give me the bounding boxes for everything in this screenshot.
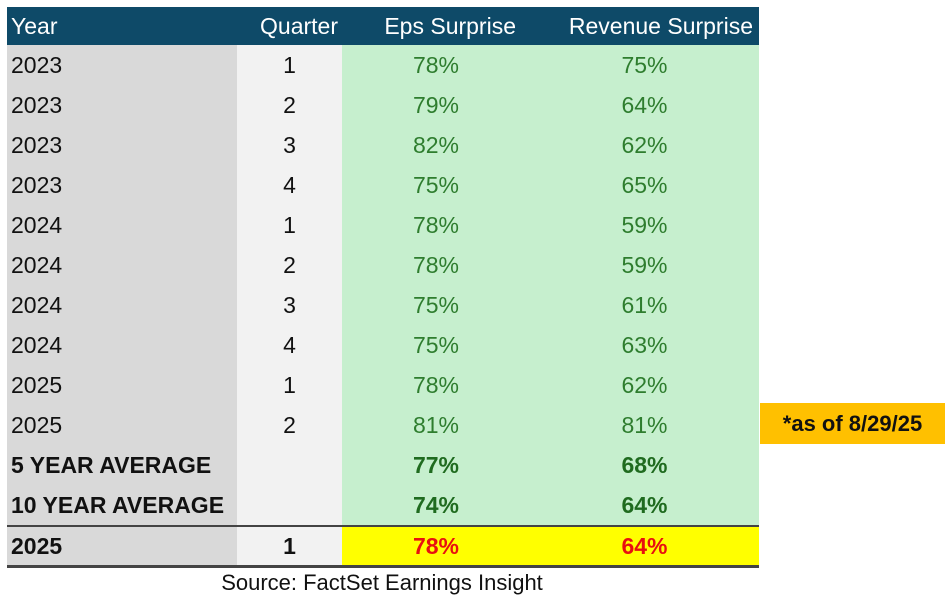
table-row: 2023 4 75% 65% [7,165,759,205]
quarter-cell [237,485,342,525]
as-of-note: *as of 8/29/25 [760,403,945,444]
revenue-cell: 65% [530,165,759,205]
revenue-cell: 81% [530,405,759,445]
table-row-final: 2025 1 78% 64% [7,525,759,568]
year-cell: 2023 [7,165,237,205]
revenue-cell: 62% [530,125,759,165]
eps-cell: 79% [342,85,530,125]
quarter-cell: 4 [237,165,342,205]
eps-cell: 77% [342,445,530,485]
header-quarter: Quarter [260,12,338,39]
table-row: 2024 4 75% 63% [7,325,759,365]
eps-cell: 78% [342,365,530,405]
quarter-cell: 4 [237,325,342,365]
year-cell: 2023 [7,125,237,165]
source-caption: Source: FactSet Earnings Insight [221,570,543,595]
quarter-cell: 2 [237,245,342,285]
revenue-cell: 59% [530,245,759,285]
table-row: 2024 2 78% 59% [7,245,759,285]
year-cell: 2025 [7,527,237,565]
revenue-cell: 63% [530,325,759,365]
eps-cell: 75% [342,325,530,365]
table-row-10yr-average: 10 YEAR AVERAGE 74% 64% [7,485,759,525]
table-row: 2025 2 81% 81% [7,405,759,445]
quarter-cell: 3 [237,285,342,325]
year-cell: 2024 [7,325,237,365]
year-cell: 2024 [7,245,237,285]
table-header: Year Quarter Eps Surprise Revenue Surpri… [7,7,759,45]
average-label: 5 YEAR AVERAGE [7,445,237,485]
revenue-cell: 61% [530,285,759,325]
year-cell: 2025 [7,405,237,445]
year-cell: 2024 [7,285,237,325]
revenue-cell: 64% [530,527,759,565]
average-label: 10 YEAR AVERAGE [7,485,237,525]
quarter-cell: 2 [237,405,342,445]
table-row: 2023 1 78% 75% [7,45,759,85]
header-eps-surprise: Eps Surprise [384,12,516,39]
header-year: Year [11,12,58,39]
year-cell: 2024 [7,205,237,245]
header-revenue-surprise: Revenue Surprise [568,12,753,39]
quarter-cell: 1 [237,45,342,85]
quarter-cell: 3 [237,125,342,165]
revenue-cell: 64% [530,485,759,525]
table-row: 2024 3 75% 61% [7,285,759,325]
eps-cell: 81% [342,405,530,445]
earnings-surprise-table: Year Quarter Eps Surprise Revenue Surpri… [7,7,759,568]
quarter-cell: 1 [237,365,342,405]
eps-cell: 78% [342,205,530,245]
revenue-cell: 59% [530,205,759,245]
revenue-cell: 68% [530,445,759,485]
eps-cell: 74% [342,485,530,525]
table-row: 2023 3 82% 62% [7,125,759,165]
table-row: 2023 2 79% 64% [7,85,759,125]
table-row: 2024 1 78% 59% [7,205,759,245]
eps-cell: 78% [342,527,530,565]
year-cell: 2023 [7,45,237,85]
eps-cell: 82% [342,125,530,165]
table-row: 2025 1 78% 62% [7,365,759,405]
year-cell: 2023 [7,85,237,125]
year-cell: 2025 [7,365,237,405]
revenue-cell: 64% [530,85,759,125]
eps-cell: 78% [342,245,530,285]
quarter-cell [237,445,342,485]
eps-cell: 78% [342,45,530,85]
eps-cell: 75% [342,165,530,205]
revenue-cell: 62% [530,365,759,405]
quarter-cell: 1 [237,527,342,565]
table-row-5yr-average: 5 YEAR AVERAGE 77% 68% [7,445,759,485]
quarter-cell: 2 [237,85,342,125]
eps-cell: 75% [342,285,530,325]
quarter-cell: 1 [237,205,342,245]
revenue-cell: 75% [530,45,759,85]
